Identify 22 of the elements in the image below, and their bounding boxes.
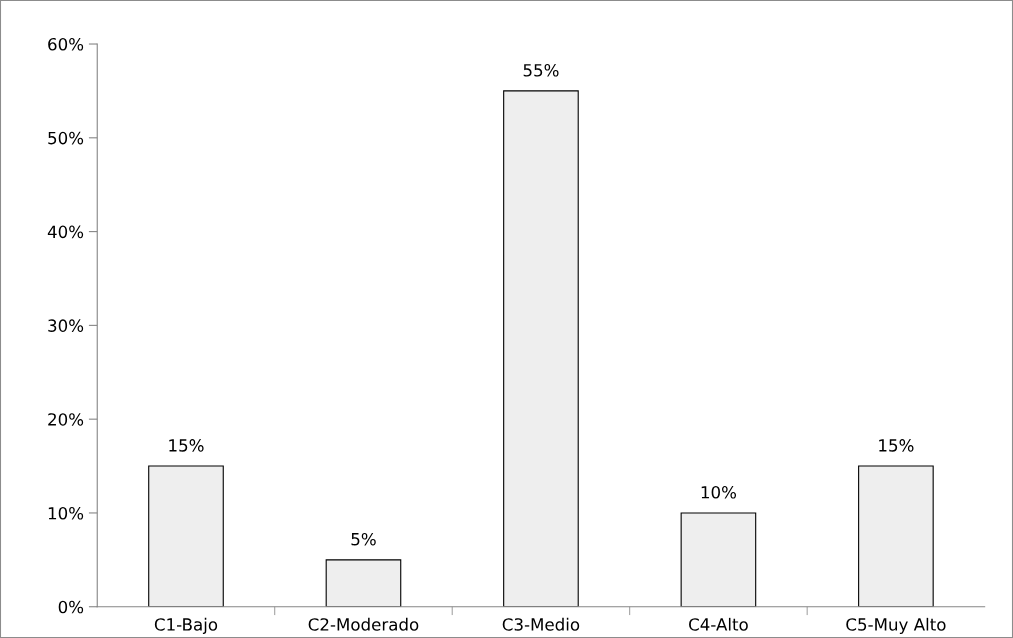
bar [148,465,224,607]
y-tick-label: 10% [48,506,84,520]
x-tick-label: C3-Medio [502,617,580,631]
y-tick-label: 40% [47,225,84,239]
y-tick-label: 0% [58,600,84,614]
bar [503,90,579,607]
x-tick-label: C5-Muy Alto [846,617,946,634]
data-label: 15% [879,439,914,452]
bar [680,512,757,607]
data-label: 15% [169,439,204,452]
y-tick-label: 60% [48,37,84,51]
y-tick-label: 50% [48,131,84,145]
y-tick-label: 30% [48,319,84,332]
x-tick-label: C2-Moderado [308,617,419,631]
bar [858,465,934,607]
data-label: 10% [701,486,737,499]
x-tick-label: C1-Bajo [154,617,218,634]
x-tick-label: C4-Alto [689,617,748,631]
data-label: 55% [523,63,559,77]
data-label: 5% [351,532,376,546]
y-tick-label: 20% [48,413,84,426]
bar [325,559,402,607]
